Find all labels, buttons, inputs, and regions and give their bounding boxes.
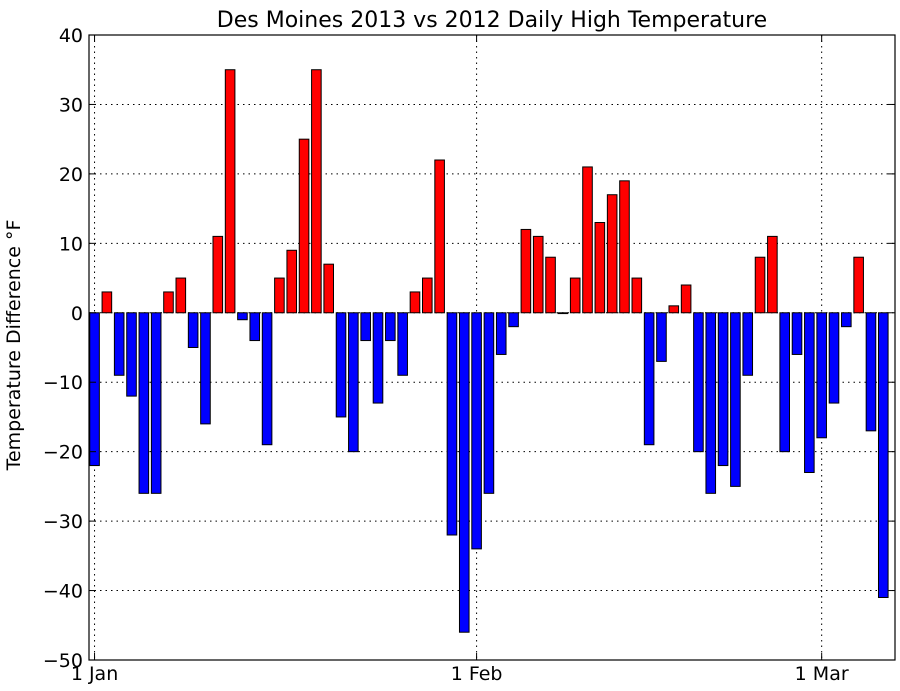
bar — [323, 263, 334, 314]
bar — [668, 305, 680, 314]
bar — [656, 312, 667, 362]
bar — [742, 312, 754, 376]
bar — [508, 312, 519, 328]
bar — [582, 166, 593, 314]
bar — [163, 291, 174, 314]
chart-title: Des Moines 2013 vs 2012 Daily High Tempe… — [217, 8, 767, 33]
bar — [89, 312, 100, 467]
bar — [717, 312, 729, 467]
bar — [693, 312, 704, 453]
bar — [816, 312, 827, 439]
bar — [865, 312, 877, 432]
x-tick-label: 1 Jan — [71, 663, 118, 685]
bar — [138, 312, 150, 494]
bar — [113, 312, 125, 376]
bar — [841, 312, 852, 328]
bar — [224, 69, 236, 314]
bar — [520, 228, 532, 314]
bar — [261, 312, 273, 446]
bar — [446, 312, 458, 536]
bar — [311, 69, 322, 314]
bar — [200, 312, 211, 425]
bar — [385, 312, 396, 342]
bar — [212, 235, 224, 314]
bar — [804, 312, 815, 473]
bar — [409, 291, 421, 314]
y-tick-label: −50 — [43, 650, 83, 672]
y-tick-label: −30 — [43, 511, 83, 533]
y-axis-label: Temperature Difference °F — [3, 220, 25, 472]
y-tick-label: 40 — [59, 25, 83, 47]
bar — [557, 312, 569, 315]
bar — [175, 277, 187, 314]
bar — [779, 312, 791, 453]
axis-ticks: 40 30 20 10 0 −10 −20 −30 −40 −501 Jan 1 Feb 1 Mar — [43, 25, 895, 685]
y-tick-label: −10 — [43, 372, 83, 394]
y-tick-label: 30 — [59, 94, 83, 116]
bar — [606, 194, 618, 314]
bar — [471, 312, 482, 550]
y-tick-label: −20 — [43, 442, 83, 464]
y-tick-label: 0 — [71, 303, 83, 325]
bar — [730, 312, 741, 487]
bar — [458, 312, 470, 633]
bar — [150, 312, 162, 494]
y-tick-label: 20 — [59, 164, 83, 186]
bar — [397, 312, 408, 376]
bar — [631, 277, 643, 314]
bar — [483, 312, 495, 494]
bar — [680, 284, 692, 314]
bar — [249, 312, 261, 342]
bar — [569, 277, 581, 314]
bar — [594, 222, 606, 314]
bar — [619, 180, 630, 314]
bar — [828, 312, 840, 404]
bar — [791, 312, 803, 355]
bar — [298, 138, 310, 314]
bar — [754, 256, 766, 314]
bar — [422, 277, 433, 314]
bar — [237, 312, 248, 321]
bar — [705, 312, 717, 494]
bar — [348, 312, 359, 453]
y-tick-label: 10 — [59, 233, 83, 255]
bar — [495, 312, 507, 355]
x-tick-label: 1 Feb — [451, 663, 503, 685]
plot-frame — [88, 34, 896, 661]
bar — [434, 159, 445, 314]
bar — [877, 312, 889, 598]
bar — [101, 291, 113, 314]
bar — [360, 312, 371, 342]
bar — [767, 235, 778, 314]
bar — [643, 312, 655, 446]
bar — [335, 312, 347, 418]
bar — [532, 235, 544, 314]
bar — [187, 312, 199, 348]
bar — [545, 256, 556, 314]
bar — [853, 256, 864, 314]
y-tick-label: −40 — [43, 581, 83, 603]
bar — [372, 312, 384, 404]
bars — [89, 69, 889, 633]
bar — [286, 249, 298, 314]
x-tick-label: 1 Mar — [795, 663, 849, 685]
bar — [274, 277, 285, 314]
bar — [126, 312, 137, 397]
